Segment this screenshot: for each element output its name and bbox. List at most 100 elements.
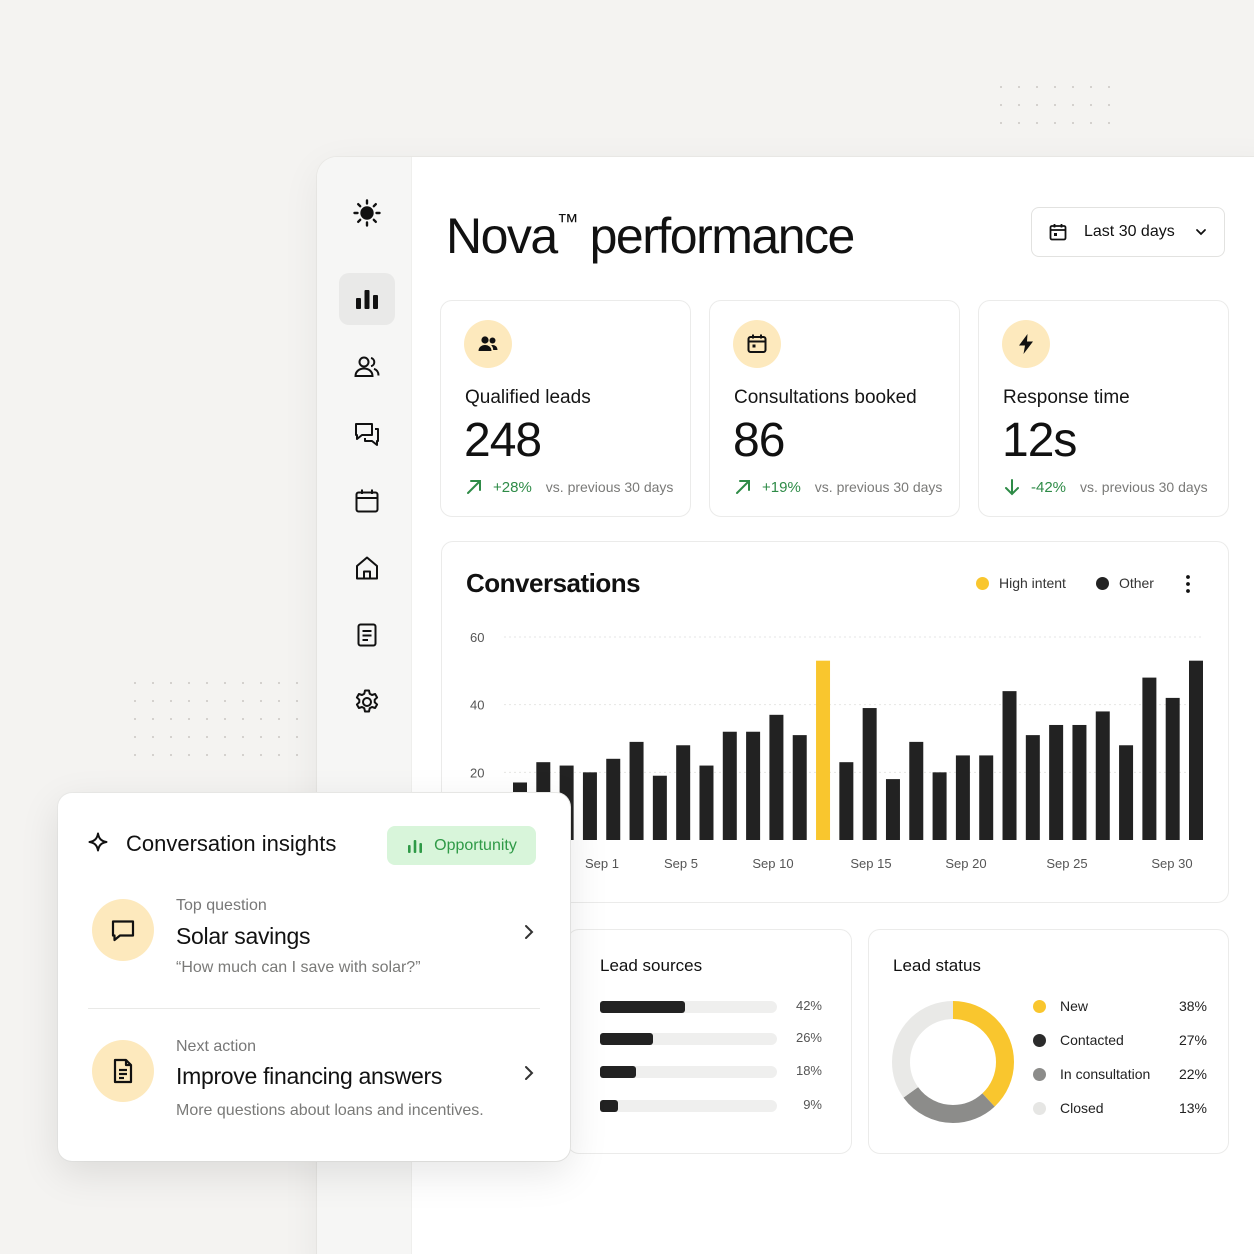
- lead-source-pct: 9%: [803, 1097, 822, 1112]
- lead-status-row[interactable]: New 38%: [1033, 997, 1207, 1015]
- kpi-trend: +19% vs. previous 30 days: [734, 478, 942, 496]
- conversations-bar-chart: 20 40 60 Sep 1 Sep 5 Sep 10 Sep 15 Sep 20 Sep 25…: [470, 630, 1204, 871]
- sidebar-item-contacts[interactable]: [339, 341, 395, 393]
- bar-other: [862, 708, 877, 840]
- bar-other: [909, 741, 924, 840]
- kpi-comparison: vs. previous 30 days: [814, 479, 943, 495]
- y-tick-label: 60: [470, 630, 484, 645]
- kpi-card-response-time[interactable]: Response time 12s -42% vs. previous 30 d…: [978, 300, 1229, 517]
- legend-dot: [1033, 1033, 1046, 1047]
- insight-item-top-question[interactable]: Top question Solar savings “How much can…: [58, 897, 570, 999]
- bar-other: [746, 731, 761, 840]
- lead-status-pct: 27%: [1178, 1032, 1207, 1048]
- kpi-delta: +28%: [493, 478, 532, 496]
- lead-sources-card: Lead sources 42% 26% 18% 9%: [567, 929, 852, 1154]
- x-tick-label: Sep 20: [945, 856, 986, 871]
- bar-other: [769, 714, 784, 840]
- lead-status-row[interactable]: Contacted 27%: [1033, 1031, 1207, 1049]
- kpi-comparison: vs. previous 30 days: [545, 479, 674, 495]
- donut-segment: [892, 1001, 1014, 1123]
- sun-logo-icon[interactable]: [339, 187, 395, 239]
- kpi-trend: +28% vs. previous 30 days: [465, 478, 673, 496]
- bar-other: [629, 741, 644, 840]
- bar-other: [699, 765, 714, 840]
- page-title: Nova™ performance: [446, 208, 855, 264]
- sidebar-item-settings[interactable]: [339, 676, 395, 728]
- lead-source-row: 42%: [600, 998, 822, 1013]
- chevron-right-icon: [525, 1066, 534, 1080]
- lead-source-pct: 42%: [795, 998, 822, 1013]
- divider: [88, 1008, 540, 1009]
- arrow-up-right-icon: [467, 480, 481, 494]
- insight-detail: More questions about loans and incentive…: [176, 1102, 484, 1119]
- chevron-down-icon: [1196, 229, 1206, 236]
- kpi-label: Consultations booked: [734, 387, 917, 408]
- kpi-card-qualified-leads[interactable]: Qualified leads 248 +28% vs. previous 30…: [440, 300, 691, 517]
- sidebar-item-documents[interactable]: [339, 609, 395, 661]
- lead-source-pct: 18%: [795, 1063, 822, 1078]
- insight-detail: “How much can I save with solar?”: [176, 959, 421, 976]
- bar-other: [792, 735, 807, 840]
- x-tick-label: Sep 25: [1046, 856, 1087, 871]
- message-icon: [92, 899, 154, 961]
- insight-heading: Improve financing answers: [176, 1063, 443, 1089]
- gear-icon: [355, 689, 379, 713]
- kpi-delta: -42%: [1031, 478, 1067, 496]
- users-icon: [464, 320, 512, 368]
- decorative-dot-grid: [134, 682, 314, 756]
- app-window: Nova™ performance Last 30 days Qualified…: [317, 157, 1254, 1254]
- date-range-select[interactable]: Last 30 days: [1031, 207, 1225, 257]
- bar-other: [722, 731, 737, 840]
- sidebar-item-calendar[interactable]: [339, 475, 395, 527]
- progress-fill: [600, 1100, 618, 1112]
- card-title: Lead sources: [600, 956, 703, 975]
- chat-icon: [355, 423, 379, 446]
- card-title: Lead status: [893, 956, 981, 975]
- document-icon: [92, 1040, 154, 1102]
- legend-dot: [1033, 1067, 1046, 1081]
- legend-dot: [1033, 999, 1046, 1013]
- lead-status-row[interactable]: In consultation 22%: [1033, 1065, 1207, 1083]
- bar-other: [955, 755, 970, 840]
- lead-source-row: 26%: [600, 1030, 822, 1045]
- x-tick-label: Sep 5: [664, 856, 698, 871]
- lead-source-row: 18%: [600, 1063, 822, 1078]
- chevron-right-icon: [525, 925, 534, 939]
- lead-status-row[interactable]: Closed 13%: [1033, 1099, 1207, 1117]
- sidebar-item-conversations[interactable]: [339, 408, 395, 460]
- bar-other: [932, 772, 947, 840]
- lead-source-pct: 26%: [795, 1030, 822, 1045]
- legend-item-high-intent[interactable]: High intent: [976, 575, 1066, 591]
- sidebar-item-properties[interactable]: [339, 542, 395, 594]
- x-tick-label: Sep 10: [752, 856, 793, 871]
- lightning-icon: [1002, 320, 1050, 368]
- insight-item-next-action[interactable]: Next action Improve financing answers Mo…: [58, 1038, 570, 1140]
- insights-title: Conversation insights: [126, 831, 337, 856]
- calendar-icon: [355, 489, 379, 513]
- chart-legend: High intent Other: [976, 575, 1184, 591]
- progress-track: [600, 1033, 777, 1045]
- bar-other: [1189, 660, 1203, 840]
- date-range-value: Last 30 days: [1084, 223, 1175, 240]
- bar-other: [885, 779, 900, 840]
- decorative-dot-grid: [1000, 86, 1126, 124]
- kpi-label: Qualified leads: [465, 387, 591, 408]
- sidebar-item-analytics[interactable]: [339, 273, 395, 325]
- y-tick-label: 20: [470, 765, 484, 780]
- x-tick-label: Sep 1: [585, 856, 619, 871]
- more-options-icon[interactable]: [1180, 572, 1196, 596]
- bar-other: [1119, 745, 1134, 840]
- sparkle-icon: [88, 832, 108, 852]
- lead-status-label: In consultation: [1060, 1066, 1151, 1082]
- opportunity-badge[interactable]: Opportunity: [387, 826, 536, 865]
- lead-status-label: Contacted: [1060, 1032, 1124, 1048]
- bar-other: [652, 775, 667, 840]
- lead-source-row: 9%: [600, 1097, 822, 1112]
- x-tick-label: Sep 15: [850, 856, 891, 871]
- progress-fill: [600, 1001, 685, 1013]
- kpi-card-consultations-booked[interactable]: Consultations booked 86 +19% vs. previou…: [709, 300, 960, 517]
- chart-title: Conversations: [466, 568, 641, 598]
- y-tick-label: 40: [470, 698, 484, 713]
- legend-item-other[interactable]: Other: [1095, 575, 1154, 591]
- bar-other: [606, 758, 621, 840]
